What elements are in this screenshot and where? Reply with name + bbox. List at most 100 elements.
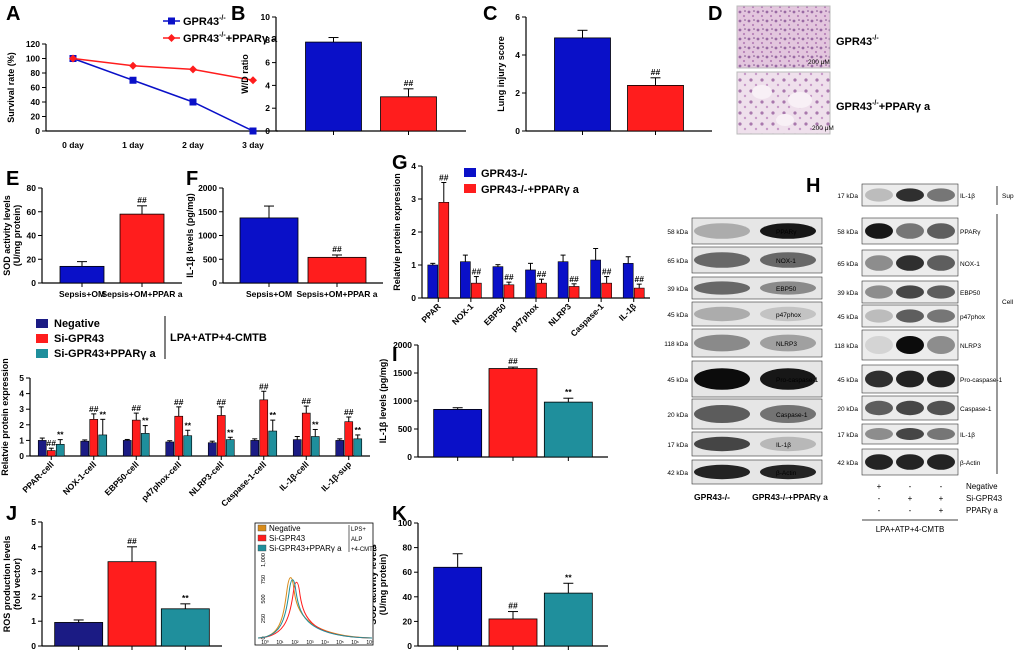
x-tick-label: p47phox — [509, 301, 541, 333]
legend-g-swatch-blue — [464, 168, 476, 177]
legend-a-label-1: GPR43 — [183, 16, 219, 28]
bar — [557, 261, 569, 299]
condition-name: PPARγ a — [966, 506, 998, 515]
legend-marker-red — [167, 34, 176, 42]
x-tick-label: Sepsis+OM+PPAR a — [101, 289, 182, 299]
flow-curve-si-ppar — [257, 579, 373, 639]
y-tick-label: 60 — [403, 567, 413, 577]
significance-mark: ## — [217, 397, 227, 407]
y-tick-label: 4 — [19, 389, 24, 399]
x-tick-label: PPAR-cell — [20, 459, 55, 494]
treatment-label: LPA+ATP+4-CMTB — [876, 525, 945, 534]
blot-protein: β-Actin — [960, 460, 981, 467]
bar — [119, 213, 165, 284]
flow-legend-swatch-3 — [257, 544, 267, 552]
blot-band — [896, 309, 924, 323]
x-tick-label: EBP50 — [482, 301, 508, 327]
flow-y-tick: 1,000 — [261, 553, 267, 567]
bar — [301, 412, 311, 457]
legend-ll-label-3: Si-GPR43+PPARγ a — [54, 348, 156, 360]
flow-y-tick: 500 — [261, 594, 267, 603]
blot-protein: NOX-1 — [960, 261, 980, 268]
y-tick-label: 20 — [31, 112, 41, 122]
blot-protein: NLRP3 — [776, 341, 797, 348]
blot-band — [896, 370, 924, 388]
y-tick-label: 20 — [27, 254, 37, 264]
blot-strip — [691, 328, 823, 358]
bar — [268, 430, 278, 457]
blot-protein: β-Actin — [776, 470, 797, 477]
blot-band — [694, 306, 750, 322]
condition-sign: - — [878, 494, 881, 503]
y-tick-label: 0 — [31, 278, 36, 288]
blot-protein: Pro-caspase-1 — [776, 377, 819, 384]
significance-mark: ** — [99, 409, 106, 419]
blot-protein: PPARγ — [776, 229, 797, 236]
bar — [292, 439, 302, 457]
blot-protein: Caspase-1 — [960, 406, 992, 413]
bar — [525, 269, 536, 299]
flow-bracket-1: LPS+ — [351, 527, 366, 533]
chart-e-sod: 0 20 40 60 80 SOD activity levels (U/mg protei… — [2, 183, 183, 299]
bar — [225, 439, 235, 457]
bar — [460, 261, 471, 299]
flow-x-tick: 10⁷ — [366, 640, 374, 646]
blot-protein: IL-1β — [776, 442, 791, 449]
y-tick-label: 10 — [261, 12, 271, 22]
legend-g-label-2: GPR43-/-+PPARγ a — [481, 184, 580, 196]
y-tick-label: 40 — [403, 592, 413, 602]
blot-band — [760, 223, 816, 239]
condition-name: Si-GPR43 — [966, 494, 1003, 503]
y-tick-label: 80 — [31, 68, 41, 78]
flow-axes: 0 250 500 750 1,000 10⁰ 10¹ 10² 10³ 10⁴ 10⁵ 10⁶ 10⁷ — [261, 553, 374, 646]
significance-mark: ## — [302, 396, 312, 406]
legend-a-suffix-2: +PPARγ a — [226, 33, 278, 45]
chart-k-sod: 020406080100SOD activity levels(U/mg pro… — [368, 518, 608, 651]
significance-mark: ** — [142, 416, 149, 426]
blot-band — [896, 255, 924, 271]
bar — [305, 41, 362, 132]
blot-band — [865, 285, 893, 299]
bar — [601, 282, 612, 299]
bar — [622, 263, 634, 299]
blot-band — [896, 336, 924, 354]
y-tick-label: 4 — [31, 542, 36, 552]
blot-band — [760, 334, 816, 352]
bar — [633, 287, 645, 299]
significance-mark: ** — [184, 420, 191, 430]
bar — [160, 608, 210, 647]
bar — [54, 622, 104, 647]
blot-band — [927, 428, 955, 440]
significance-mark: ## — [127, 536, 137, 546]
y-tick-label: 40 — [31, 97, 41, 107]
bar — [488, 618, 538, 647]
legend-ll-swatch-si-ppar — [36, 349, 48, 358]
data-point — [189, 65, 197, 74]
blot-protein: IL-1β — [960, 432, 975, 439]
y-axis-label: Relatvie protein expression — [392, 173, 402, 291]
panel-letter-i: I — [392, 344, 398, 366]
y-tick-label: 5 — [31, 517, 36, 527]
condition-sign: + — [939, 494, 944, 503]
blot-protein: PPARγ — [960, 229, 981, 236]
blot-band — [896, 400, 924, 416]
histology-panel-d: 200 μM 200 μM GPR43-/- GPR43-/-+PPARγ a — [736, 5, 931, 135]
blot-kda: 17 kDa — [837, 193, 858, 200]
y-tick-label: 0 — [35, 126, 40, 136]
y-tick-label: 2000 — [393, 340, 412, 350]
blot-band — [927, 188, 955, 202]
significance-mark: ## — [602, 267, 612, 277]
flow-x-tick: 10² — [291, 640, 299, 646]
x-tick-label: Sepsis+OM — [246, 289, 292, 299]
blot-band — [865, 428, 893, 440]
blot-band — [896, 223, 924, 239]
bar — [536, 282, 547, 299]
y-axis-label: Lung injury score — [496, 36, 506, 112]
bar — [80, 440, 90, 457]
data-point — [249, 76, 257, 85]
flow-legend-3: Si-GPR43+PPARγ a — [269, 544, 342, 553]
flow-legend-1: Negative — [269, 524, 301, 533]
y-axis-label: W/D ratio — [240, 54, 250, 94]
y-axis-label: ROS production levels — [2, 536, 12, 633]
